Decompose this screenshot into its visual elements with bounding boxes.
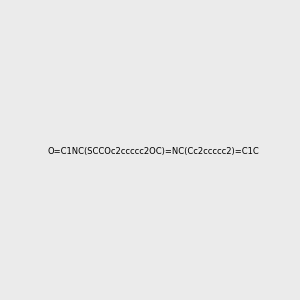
- Text: O=C1NC(SCCOc2ccccc2OC)=NC(Cc2ccccc2)=C1C: O=C1NC(SCCOc2ccccc2OC)=NC(Cc2ccccc2)=C1C: [48, 147, 260, 156]
